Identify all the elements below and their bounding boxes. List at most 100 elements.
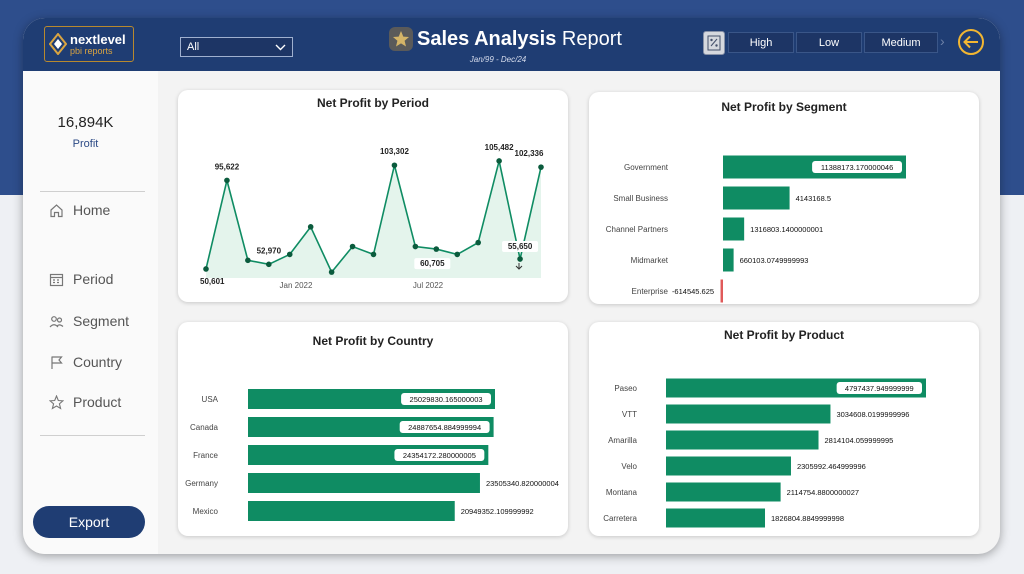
bar	[666, 508, 766, 528]
value-label: 2305992.464999996	[797, 462, 866, 471]
sidebar-divider	[40, 435, 145, 436]
value-label-bg	[394, 449, 485, 461]
value-label: 20949352.109999992	[461, 507, 534, 516]
header-bar: nextlevel pbi reports All Sales Analysis…	[23, 18, 1000, 71]
data-label: 60,705	[420, 259, 445, 268]
line-point	[433, 246, 440, 252]
data-label: 105,482	[485, 143, 514, 152]
bar	[248, 501, 455, 521]
line-point	[475, 239, 481, 246]
category-label: Montana	[606, 488, 638, 497]
flag-icon	[51, 355, 63, 369]
title-bold: Sales Analysis	[417, 27, 557, 50]
value-label-bg	[399, 421, 490, 433]
category-label: Paseo	[614, 384, 637, 393]
logo-mark-icon	[49, 33, 67, 55]
category-label: Midmarket	[631, 256, 669, 265]
back-button[interactable]	[958, 29, 984, 55]
chart-title: Net Profit by Period	[316, 96, 429, 110]
star-icon	[49, 394, 64, 410]
title-light: Report	[561, 27, 622, 50]
kpi-profit-value: 16,894K	[57, 114, 114, 131]
value-label: 24887654.884999994	[408, 423, 481, 432]
category-label: VTT	[622, 410, 637, 419]
chart-title: Net Profit by Product	[723, 328, 844, 342]
bar	[666, 456, 791, 476]
brand-logo: nextlevel pbi reports	[44, 26, 134, 62]
value-label: 4143168.5	[796, 194, 831, 203]
priority-low-button[interactable]: Low	[796, 32, 862, 53]
category-label: USA	[202, 395, 219, 404]
line-point	[496, 158, 502, 164]
sidebar: 16,894K Profit Home Period Segment Count…	[23, 71, 158, 554]
nav-product[interactable]: Product	[49, 394, 121, 410]
calendar-icon	[49, 273, 64, 286]
value-label: 4797437.949999999	[845, 384, 914, 393]
value-label-bg	[836, 382, 922, 394]
nav-country-label: Country	[73, 354, 123, 370]
filter-dropdown[interactable]: All	[180, 37, 293, 57]
category-label: Amarilla	[608, 436, 637, 445]
value-label: 24354172.280000005	[403, 451, 476, 460]
card-profit-by-segment: Net Profit by Segment Government 11388173…	[589, 92, 979, 304]
date-range: Jan/99 - Dec/24	[469, 55, 527, 64]
line-point	[391, 162, 398, 169]
bar	[723, 248, 734, 272]
value-label: 3034608.0199999996	[836, 410, 909, 419]
value-label: 2114754.8800000027	[787, 488, 859, 497]
nav-period[interactable]: Period	[49, 271, 113, 287]
category-label: France	[193, 451, 218, 460]
star-badge-icon	[389, 27, 413, 51]
chevron-right-icon: ›	[940, 33, 945, 49]
category-label: Enterprise	[632, 287, 669, 296]
line-point	[538, 164, 544, 170]
value-label: -614545.625	[672, 287, 714, 296]
nav-product-label: Product	[73, 394, 122, 410]
priority-medium-button[interactable]: Medium	[864, 32, 938, 53]
value-label-bg	[401, 393, 491, 405]
priority-high-label: High	[749, 36, 773, 49]
report-frame: nextlevel pbi reports All Sales Analysis…	[23, 18, 1000, 554]
value-label: 1826804.8849999998	[771, 514, 844, 523]
x-tick-label: Jan 2022	[280, 281, 313, 290]
line-point	[245, 257, 251, 264]
category-label: Small Business	[613, 194, 668, 203]
brand-name: nextlevel	[70, 31, 126, 47]
grade-icon	[703, 31, 725, 55]
nav-country[interactable]: Country	[49, 354, 122, 370]
nav-segment-label: Segment	[73, 313, 130, 329]
priority-high-button[interactable]: High	[728, 32, 794, 53]
export-label: Export	[68, 514, 110, 530]
bar	[248, 473, 480, 493]
line-point	[349, 243, 356, 250]
kpi-profit-label: Profit	[72, 138, 99, 150]
export-button[interactable]: Export	[33, 506, 145, 538]
bar-negative	[720, 279, 723, 303]
category-label: Velo	[621, 462, 637, 471]
data-label: 102,336	[515, 149, 544, 158]
data-label: 52,970	[257, 246, 282, 255]
chart-title: Net Profit by Segment	[721, 100, 847, 114]
value-label: 25029830.165000003	[410, 395, 483, 404]
line-point	[307, 224, 314, 230]
arrow-left-icon	[963, 35, 978, 49]
priority-medium-label: Medium	[881, 36, 921, 49]
x-tick-label: Jul 2022	[413, 281, 444, 290]
line-point	[286, 251, 293, 258]
category-label: Germany	[185, 479, 218, 488]
nav-segment[interactable]: Segment	[49, 313, 129, 329]
line-point	[370, 251, 377, 258]
line-chart: 50,601 95,622 52,970 103,302 60,705 105,482 55…	[200, 143, 544, 290]
line-point	[517, 256, 523, 262]
data-label: 50,601	[200, 277, 225, 286]
nav-period-label: Period	[73, 271, 114, 287]
category-label: Carretera	[603, 514, 637, 523]
bar	[723, 217, 745, 241]
line-area	[206, 160, 541, 278]
card-profit-by-period: Net Profit by Period 50,601 95,622 52,970 1…	[178, 90, 568, 302]
nav-home[interactable]: Home	[49, 202, 110, 218]
category-label: Government	[624, 163, 669, 172]
value-label: 2814104.059999995	[825, 436, 894, 445]
country-bar-chart: USA 25029830.165000003 Canada 24887654.8849…	[185, 389, 559, 521]
segment-icon	[49, 315, 64, 327]
